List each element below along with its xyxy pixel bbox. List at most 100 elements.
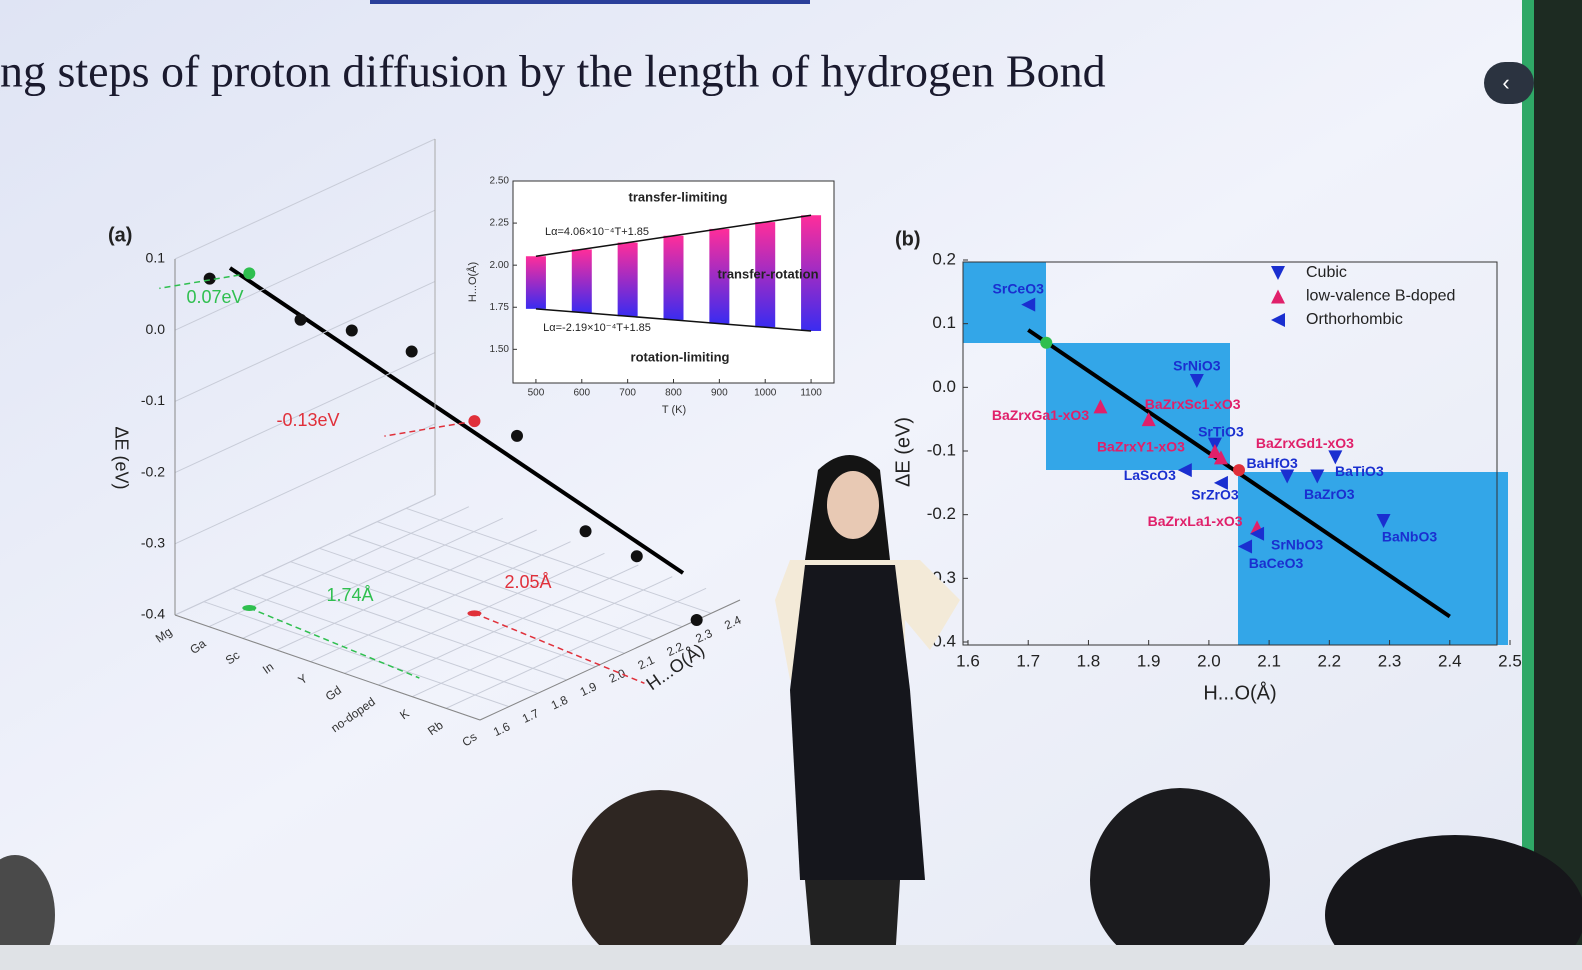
seats (0, 945, 1582, 970)
x-tick-label: 700 (619, 388, 636, 399)
legend-label: low-valence B-doped (1306, 288, 1455, 305)
y-tick-label: 2.50 (490, 176, 510, 187)
legend-marker (1271, 289, 1285, 304)
bar (663, 235, 684, 320)
dress (790, 565, 925, 880)
point (345, 324, 358, 337)
annotation: -0.13eV (276, 410, 339, 430)
nav-button[interactable]: ‹ (1484, 62, 1534, 104)
point (1328, 450, 1343, 465)
x-tick-label: 2.2 (1318, 651, 1342, 670)
y-tick-label: 0.1 (932, 313, 956, 332)
point (1141, 412, 1156, 427)
point (294, 313, 307, 326)
z-tick-label: 2.1 (636, 653, 657, 673)
x-tick-label: Cs (459, 730, 479, 750)
annotation: rotation-limiting (631, 349, 730, 364)
y-tick-label: 0.2 (932, 249, 956, 268)
bound-line (535, 308, 812, 332)
point (1213, 450, 1228, 465)
grid-line (174, 494, 436, 616)
legend-label: Orthorhombic (1306, 311, 1403, 328)
x-tick-label: 1.8 (1077, 651, 1101, 670)
bar (755, 222, 776, 328)
nav-button-icon[interactable]: ‹ (1502, 70, 1509, 95)
x-axis-label: H...O(Å) (1203, 681, 1276, 704)
head (572, 790, 748, 970)
y-tick-label: -0.4 (141, 606, 165, 622)
point-label: BaZrxGa1-xO3 (992, 407, 1089, 423)
grid-line (203, 601, 510, 708)
grid-line (319, 547, 625, 654)
point (405, 345, 418, 358)
x-tick-label: 1000 (754, 388, 777, 399)
point-label: SrTiO3 (1198, 423, 1244, 439)
nav-button-bg[interactable] (1484, 62, 1534, 104)
z-tick-label: 2.2 (664, 639, 685, 659)
point-label: SrNiO3 (1173, 358, 1221, 374)
grid-line (276, 529, 537, 651)
x-tick-label: 2.0 (1197, 651, 1221, 670)
grid-line (290, 561, 596, 668)
point (579, 525, 592, 538)
z-tick-label: 1.9 (578, 679, 599, 699)
point (1093, 399, 1108, 414)
head (1090, 788, 1270, 970)
y-tick-label: -0.3 (141, 535, 165, 551)
point-label: SrNbO3 (1271, 536, 1323, 552)
legend-marker (1271, 266, 1285, 280)
panel-label: (a) (108, 224, 132, 246)
annotation: transfer-limiting (629, 189, 728, 204)
x-tick-label: 500 (528, 388, 545, 399)
x-tick-label: 2.3 (1378, 651, 1402, 670)
point-label: LaScO3 (1124, 467, 1176, 483)
z-tick-label: 2.0 (607, 666, 628, 686)
point-label: BaCeO3 (1249, 555, 1304, 571)
point-label: SrZrO3 (1191, 487, 1239, 503)
y-tick-label: 2.25 (490, 218, 510, 229)
y-tick-label: 2.00 (490, 260, 510, 271)
grid-line (174, 209, 436, 331)
point-label: SrCeO3 (993, 280, 1045, 296)
y-tick-label: 1.50 (490, 344, 510, 355)
face (827, 471, 879, 539)
floor-mark (467, 610, 482, 617)
point (1177, 463, 1192, 478)
legs (805, 880, 900, 960)
point (203, 272, 216, 285)
annotation: Lα=4.06×10⁻⁴T+1.85 (545, 226, 649, 238)
annotation: 0.07eV (186, 287, 243, 307)
point-label: BaZrxLa1-xO3 (1148, 513, 1243, 529)
y-tick-label: 0.0 (932, 377, 956, 396)
x-tick-label: 1100 (800, 388, 822, 399)
point (468, 415, 481, 428)
grid-line (348, 534, 654, 641)
point-label: BaHfO3 (1246, 455, 1298, 471)
annotation: Lα=-2.19×10⁻⁴T+1.85 (543, 322, 651, 334)
y-axis-label: H...O(Å) (466, 262, 479, 302)
point (1189, 373, 1204, 388)
axis-line (174, 614, 481, 721)
y-tick-label: -0.2 (141, 463, 165, 479)
point (630, 550, 643, 563)
head (0, 855, 55, 970)
point-label: BaZrxSc1-xO3 (1145, 396, 1241, 412)
slide-top-bar (370, 0, 810, 4)
point-label: BaZrxGd1-xO3 (1256, 435, 1354, 451)
grid-line (174, 352, 436, 474)
grid-line (174, 423, 436, 545)
z-tick-label: 1.7 (520, 706, 541, 726)
grid-line (174, 138, 436, 260)
y-tick-label: -0.2 (927, 504, 956, 523)
grid-line (378, 564, 639, 686)
y-tick-label: 0.0 (146, 321, 166, 337)
point (1250, 526, 1265, 541)
people (0, 455, 1582, 970)
drop-line (159, 272, 250, 290)
annotation: 2.05Å (504, 572, 551, 592)
point (1021, 297, 1036, 312)
grid-line (261, 574, 567, 681)
highlight-point (1040, 336, 1053, 349)
